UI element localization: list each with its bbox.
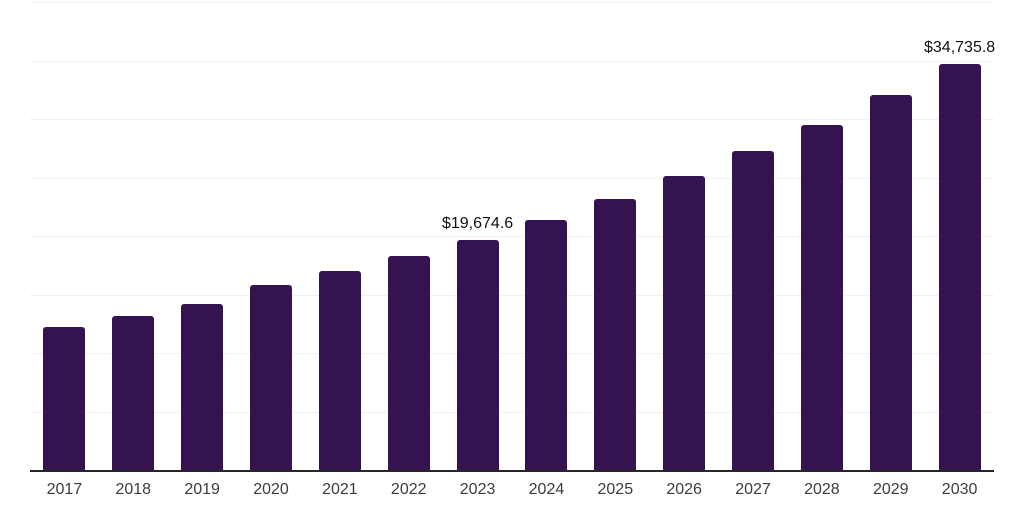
- bar-band-2025: [581, 2, 650, 470]
- bar-band-2019: [168, 2, 237, 470]
- bar-band-2030: $34,735.8: [924, 2, 996, 470]
- bar-2030: [938, 63, 981, 470]
- bar-band-2029: [856, 2, 925, 470]
- x-tick-label-2022: 2022: [390, 481, 427, 498]
- bar-2018: [112, 316, 155, 470]
- bar-2017: [43, 327, 86, 470]
- bar-2022: [387, 256, 430, 470]
- x-tick-label-2027: 2027: [735, 481, 771, 498]
- bar-2020: [250, 284, 292, 470]
- bar-2025: [594, 199, 637, 470]
- bar-2023: [456, 239, 499, 470]
- x-tick-label-2017: 2017: [46, 481, 83, 498]
- x-tick-label-2030: 2030: [941, 481, 978, 498]
- data-label-2030: $34,735.8: [924, 38, 996, 56]
- bar-band-2024: [512, 2, 581, 470]
- bar-band-2017: [30, 2, 99, 470]
- bar-2026: [663, 176, 706, 470]
- bars-container: $19,674.6 $34,735.8: [30, 2, 996, 470]
- bar-2028: [800, 124, 843, 470]
- bar-2019: [181, 304, 224, 470]
- bar-band-2023: $19,674.6: [441, 2, 514, 470]
- bar-2029: [869, 95, 912, 470]
- x-tick-label-2023: 2023: [459, 481, 496, 498]
- x-tick-label-2024: 2024: [528, 481, 565, 498]
- bar-band-2028: [787, 2, 856, 470]
- data-label-2023: $19,674.6: [441, 214, 514, 232]
- bar-band-2022: [374, 2, 443, 470]
- bar-2024: [525, 220, 568, 470]
- plot-area: $19,674.6 $34,735.8: [30, 2, 996, 472]
- bar-band-2026: [650, 2, 719, 470]
- x-tick-label-2025: 2025: [597, 481, 634, 498]
- x-tick-label-2029: 2029: [872, 481, 909, 498]
- bar-2027: [732, 151, 775, 470]
- x-tick-label-2019: 2019: [184, 481, 220, 498]
- x-tick-label-2026: 2026: [666, 481, 702, 498]
- x-tick-label-2018: 2018: [115, 481, 152, 498]
- bar-band-2018: [99, 2, 168, 470]
- x-axis-labels: 2017 2018 2019 2020 2021 2022 2023 2024 2025 2026…: [30, 481, 994, 499]
- bar-band-2027: [719, 2, 788, 470]
- bar-2021: [318, 270, 361, 470]
- x-tick-label-2020: 2020: [253, 481, 289, 498]
- bar-band-2021: [305, 2, 374, 470]
- bar-band-2020: [237, 2, 306, 470]
- x-tick-label-2028: 2028: [804, 481, 840, 498]
- x-tick-label-2021: 2021: [322, 481, 358, 498]
